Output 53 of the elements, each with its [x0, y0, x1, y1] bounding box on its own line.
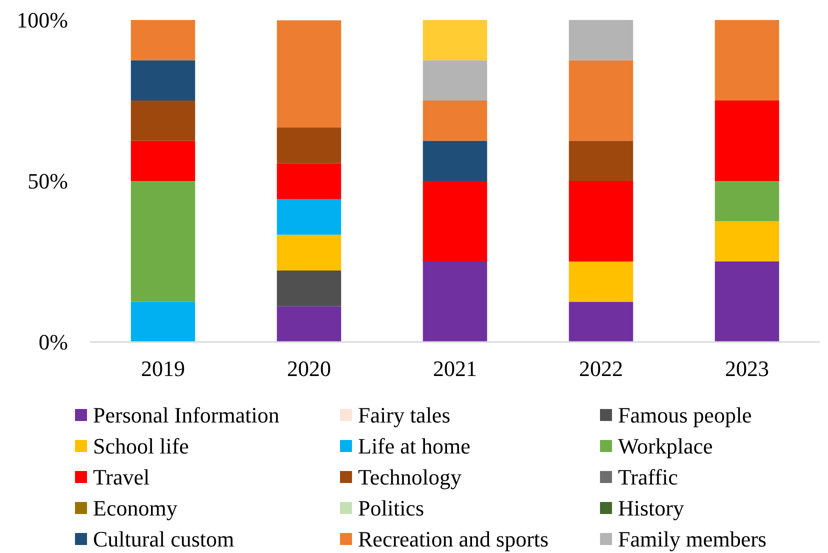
- bar: [568, 140, 634, 181]
- bar: [422, 140, 488, 181]
- y-tick-label: 50%: [28, 168, 68, 194]
- bar: [130, 181, 196, 302]
- x-tick-label: 2021: [433, 356, 477, 381]
- bar: [130, 60, 196, 100]
- bar: [714, 20, 780, 100]
- legend-label: Life at home: [358, 434, 470, 458]
- bar: [130, 20, 196, 60]
- legend-label: History: [618, 496, 684, 520]
- legend-label: Travel: [93, 464, 150, 490]
- bar: [130, 100, 196, 141]
- legend-label: School life: [93, 434, 189, 458]
- x-tick-label: 2022: [579, 356, 623, 381]
- bar: [568, 302, 634, 342]
- bar: [276, 128, 342, 164]
- bar: [276, 306, 342, 342]
- bar: [568, 181, 634, 262]
- legend-label: Cultural custom: [93, 526, 234, 552]
- legend-label: Technology: [358, 464, 462, 490]
- bar: [714, 262, 780, 342]
- legend-label: Workplace: [618, 434, 713, 458]
- legend-label: Politics: [358, 496, 424, 520]
- legend-label: Recreation and sports: [358, 526, 549, 552]
- x-tick-label: 2020: [287, 356, 331, 381]
- x-tick-label: 2023: [725, 356, 769, 381]
- bar: [568, 20, 634, 60]
- legend-label: Personal Information: [93, 402, 280, 428]
- bar: [276, 20, 342, 128]
- legend-label: Family members: [618, 526, 766, 552]
- bar: [130, 140, 196, 181]
- bar: [276, 234, 342, 271]
- bar: [714, 221, 780, 262]
- legend-label: Fairy tales: [358, 402, 450, 428]
- y-tick-label: 0%: [38, 330, 68, 354]
- bar: [422, 262, 488, 342]
- bar: [422, 60, 488, 100]
- bar: [276, 163, 342, 200]
- bar: [422, 20, 488, 60]
- legend-label: Famous people: [618, 402, 752, 428]
- bar: [130, 302, 196, 342]
- bar: [422, 181, 488, 262]
- bar: [276, 199, 342, 235]
- legend-label: Traffic: [618, 464, 678, 490]
- x-tick-label: 2019: [141, 356, 185, 381]
- bar: [568, 60, 634, 141]
- bar: [568, 262, 634, 302]
- y-tick-label: 100%: [16, 8, 68, 32]
- bar: [422, 100, 488, 141]
- legend-label: Economy: [93, 496, 178, 520]
- bar: [714, 100, 780, 181]
- bar: [276, 270, 342, 306]
- bar: [714, 181, 780, 222]
